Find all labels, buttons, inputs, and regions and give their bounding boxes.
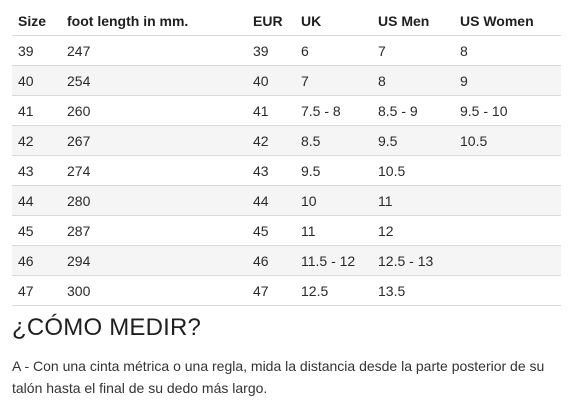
cell-size: 39 — [12, 35, 61, 66]
table-row: 42 267 42 8.5 9.5 10.5 — [12, 125, 561, 156]
cell-size: 46 — [12, 245, 61, 276]
cell-size: 43 — [12, 155, 61, 186]
cell-us-women — [454, 245, 561, 276]
cell-us-men: 8 — [372, 65, 454, 96]
cell-uk: 11.5 - 12 — [295, 245, 372, 276]
table-row: 44 280 44 10 11 — [12, 185, 561, 216]
cell-size: 47 — [12, 275, 61, 306]
cell-us-men: 7 — [372, 35, 454, 66]
cell-eur: 44 — [247, 185, 295, 216]
cell-us-women — [454, 185, 561, 216]
cell-us-women: 9.5 - 10 — [454, 95, 561, 126]
cell-uk: 11 — [295, 215, 372, 246]
cell-size: 41 — [12, 95, 61, 126]
table-row: 45 287 45 11 12 — [12, 215, 561, 246]
table-row: 39 247 39 6 7 8 — [12, 35, 561, 66]
cell-foot-length: 294 — [61, 245, 247, 276]
cell-eur: 45 — [247, 215, 295, 246]
how-to-measure-title: ¿CÓMO MEDIR? — [12, 314, 202, 341]
cell-foot-length: 274 — [61, 155, 247, 186]
cell-us-men: 8.5 - 9 — [372, 95, 454, 126]
cell-size: 40 — [12, 65, 61, 96]
cell-uk: 7 — [295, 65, 372, 96]
column-header-foot-length: foot length in mm. — [61, 6, 247, 36]
column-header-us-women: US Women — [454, 6, 561, 36]
cell-uk: 10 — [295, 185, 372, 216]
size-chart-table: Size foot length in mm. EUR UK US Men US… — [12, 6, 561, 306]
cell-foot-length: 280 — [61, 185, 247, 216]
cell-eur: 39 — [247, 35, 295, 66]
cell-us-women — [454, 155, 561, 186]
cell-foot-length: 267 — [61, 125, 247, 156]
table-row: 40 254 40 7 8 9 — [12, 65, 561, 96]
how-to-measure-text: A - Con una cinta métrica o una regla, m… — [12, 358, 545, 396]
cell-uk: 7.5 - 8 — [295, 95, 372, 126]
cell-us-women: 10.5 — [454, 125, 561, 156]
column-header-size: Size — [12, 6, 61, 36]
cell-size: 42 — [12, 125, 61, 156]
cell-us-women: 8 — [454, 35, 561, 66]
column-header-uk: UK — [295, 6, 372, 36]
cell-foot-length: 260 — [61, 95, 247, 126]
cell-size: 44 — [12, 185, 61, 216]
cell-us-men: 11 — [372, 185, 454, 216]
table-row: 43 274 43 9.5 10.5 — [12, 155, 561, 186]
cell-us-men: 12 — [372, 215, 454, 246]
cell-uk: 12.5 — [295, 275, 372, 306]
cell-us-women — [454, 275, 561, 306]
cell-eur: 46 — [247, 245, 295, 276]
table-row: 47 300 47 12.5 13.5 — [12, 275, 561, 306]
cell-us-men: 12.5 - 13 — [372, 245, 454, 276]
cell-foot-length: 254 — [61, 65, 247, 96]
cell-us-men: 9.5 — [372, 125, 454, 156]
cell-us-men: 10.5 — [372, 155, 454, 186]
cell-eur: 47 — [247, 275, 295, 306]
table-row: 41 260 41 7.5 - 8 8.5 - 9 9.5 - 10 — [12, 95, 561, 126]
cell-eur: 40 — [247, 65, 295, 96]
table-row: 46 294 46 11.5 - 12 12.5 - 13 — [12, 245, 561, 276]
cell-foot-length: 300 — [61, 275, 247, 306]
cell-us-men: 13.5 — [372, 275, 454, 306]
column-header-us-men: US Men — [372, 6, 454, 36]
table-header-row: Size foot length in mm. EUR UK US Men US… — [12, 6, 561, 36]
cell-uk: 9.5 — [295, 155, 372, 186]
cell-uk: 6 — [295, 35, 372, 66]
column-header-eur: EUR — [247, 6, 295, 36]
cell-uk: 8.5 — [295, 125, 372, 156]
cell-eur: 41 — [247, 95, 295, 126]
cell-foot-length: 247 — [61, 35, 247, 66]
cell-eur: 43 — [247, 155, 295, 186]
cell-us-women: 9 — [454, 65, 561, 96]
cell-eur: 42 — [247, 125, 295, 156]
cell-foot-length: 287 — [61, 215, 247, 246]
cell-us-women — [454, 215, 561, 246]
cell-size: 45 — [12, 215, 61, 246]
